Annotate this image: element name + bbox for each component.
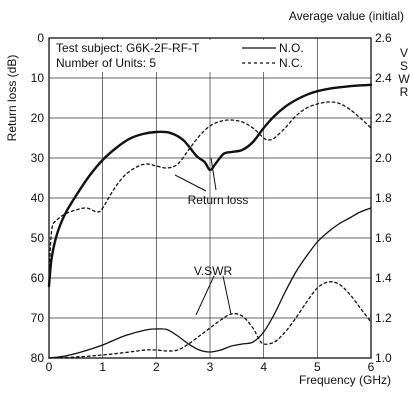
x-tick-label: 1 [99, 360, 106, 374]
annotation-vswr: V.SWR [194, 264, 233, 278]
vswr-no-line [48, 207, 372, 359]
y-right-axis-label-letter: S [400, 59, 408, 73]
y-right-axis-label-letter: W [398, 72, 410, 86]
legend-label-nc: N.C. [279, 56, 303, 70]
annotation-leader-rl-nc [210, 157, 217, 191]
x-axis-label: Frequency (GHz) [299, 373, 391, 387]
y-left-tick-labels: 0 10 20 30 40 50 60 70 80 [31, 31, 45, 365]
y-left-axis-label: Return loss (dB) [5, 55, 19, 142]
y-left-tick-label: 30 [31, 151, 45, 165]
y-right-tick-label: 2.4 [375, 71, 392, 85]
x-tick-label: 5 [314, 360, 321, 374]
x-tick-label: 4 [260, 360, 267, 374]
y-right-tick-labels: 1.0 1.2 1.4 1.6 1.8 2.0 2.2 2.4 2.6 [375, 31, 392, 365]
y-left-tick-label: 70 [31, 311, 45, 325]
y-right-tick-label: 1.0 [375, 351, 392, 365]
y-left-tick-label: 80 [31, 351, 45, 365]
y-right-tick-label: 2.2 [375, 111, 392, 125]
x-tick-label: 6 [368, 360, 375, 374]
return-loss-nc-line [48, 101, 372, 279]
y-right-axis-label-letter: R [400, 85, 409, 99]
info-box [52, 40, 288, 72]
y-left-tick-label: 50 [31, 231, 45, 245]
y-left-tick-label: 20 [31, 111, 45, 125]
plot-frame [48, 37, 372, 359]
annotation-leader-vswr-nc [222, 275, 232, 315]
info-units: Number of Units: 5 [56, 56, 156, 70]
chart-title: Average value (initial) [289, 9, 404, 23]
y-right-tick-label: 2.6 [375, 31, 392, 45]
info-subject: Test subject: G6K-2F-RF-T [56, 41, 200, 55]
annotation-leader-rl-no [174, 174, 207, 192]
y-right-tick-label: 2.0 [375, 151, 392, 165]
legend-label-no: N.O. [279, 41, 304, 55]
y-left-tick-label: 10 [31, 71, 45, 85]
y-right-tick-label: 1.4 [375, 271, 392, 285]
annotation-return-loss: Return loss [188, 193, 249, 207]
x-tick-labels: 0 1 2 3 4 5 6 [46, 360, 375, 374]
annotation-leader-vswr-no [195, 275, 215, 316]
x-tick-label: 3 [207, 360, 214, 374]
y-right-tick-label: 1.6 [375, 231, 392, 245]
series-layer [47, 83, 373, 359]
y-left-tick-label: 0 [37, 31, 44, 45]
vswr-nc-line [48, 281, 372, 359]
return-loss-no-line [47, 83, 373, 288]
x-tick-label: 2 [153, 360, 160, 374]
y-right-tick-label: 1.2 [375, 311, 392, 325]
y-right-tick-label: 1.8 [375, 191, 392, 205]
y-left-tick-label: 40 [31, 191, 45, 205]
x-tick-label: 0 [46, 360, 53, 374]
y-right-axis-label-letter: V [400, 46, 408, 60]
y-left-tick-label: 60 [31, 271, 45, 285]
